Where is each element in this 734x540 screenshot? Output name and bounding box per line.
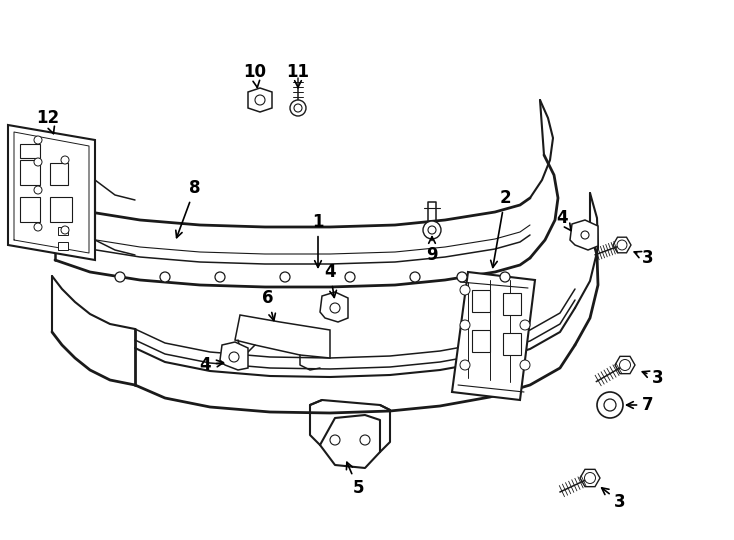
Text: 4: 4 — [199, 356, 223, 374]
Text: 3: 3 — [634, 249, 654, 267]
Text: 10: 10 — [244, 63, 266, 87]
Circle shape — [460, 360, 470, 370]
Polygon shape — [220, 342, 248, 370]
Text: 12: 12 — [37, 109, 59, 134]
Circle shape — [280, 272, 290, 282]
Circle shape — [61, 156, 69, 164]
Circle shape — [360, 435, 370, 445]
Text: 5: 5 — [346, 462, 364, 497]
Polygon shape — [235, 315, 330, 358]
Circle shape — [255, 95, 265, 105]
Bar — [20, 160, 40, 185]
Circle shape — [330, 303, 340, 313]
Text: 6: 6 — [262, 289, 275, 321]
Circle shape — [500, 272, 510, 282]
Circle shape — [34, 136, 42, 144]
Bar — [50, 197, 72, 222]
Text: 3: 3 — [602, 488, 626, 511]
Bar — [58, 227, 68, 235]
Circle shape — [345, 272, 355, 282]
Circle shape — [330, 435, 340, 445]
Bar — [20, 144, 40, 158]
Circle shape — [34, 158, 42, 166]
Circle shape — [61, 226, 69, 234]
Circle shape — [597, 392, 623, 418]
Polygon shape — [580, 469, 600, 487]
Polygon shape — [615, 356, 635, 374]
Text: 7: 7 — [627, 396, 654, 414]
Bar — [20, 197, 40, 222]
Bar — [503, 333, 521, 355]
Text: 11: 11 — [286, 63, 310, 87]
Text: 2: 2 — [490, 189, 511, 267]
Polygon shape — [570, 220, 598, 250]
Circle shape — [581, 231, 589, 239]
Circle shape — [115, 272, 125, 282]
Circle shape — [457, 272, 467, 282]
Bar — [472, 290, 490, 312]
Polygon shape — [8, 125, 95, 260]
Text: 1: 1 — [312, 213, 324, 267]
Circle shape — [460, 320, 470, 330]
Circle shape — [619, 360, 631, 370]
Circle shape — [290, 100, 306, 116]
Bar — [58, 214, 68, 222]
Circle shape — [604, 399, 616, 411]
Text: 4: 4 — [556, 209, 571, 231]
Circle shape — [410, 272, 420, 282]
Bar — [58, 242, 68, 250]
Polygon shape — [320, 292, 348, 322]
Text: 8: 8 — [176, 179, 201, 238]
Circle shape — [160, 272, 170, 282]
Circle shape — [34, 223, 42, 231]
Circle shape — [584, 472, 595, 483]
Bar — [503, 293, 521, 315]
Circle shape — [423, 221, 441, 239]
Circle shape — [34, 186, 42, 194]
Polygon shape — [452, 272, 535, 400]
Circle shape — [229, 352, 239, 362]
Circle shape — [294, 104, 302, 112]
Polygon shape — [248, 88, 272, 112]
Polygon shape — [613, 237, 631, 253]
Circle shape — [428, 226, 436, 234]
Text: 3: 3 — [642, 369, 664, 387]
Text: 9: 9 — [426, 237, 437, 264]
Circle shape — [617, 240, 627, 250]
Circle shape — [520, 320, 530, 330]
Bar — [50, 163, 68, 185]
Circle shape — [520, 360, 530, 370]
Text: 4: 4 — [324, 263, 336, 298]
Circle shape — [460, 285, 470, 295]
Circle shape — [215, 272, 225, 282]
Bar — [472, 330, 490, 352]
